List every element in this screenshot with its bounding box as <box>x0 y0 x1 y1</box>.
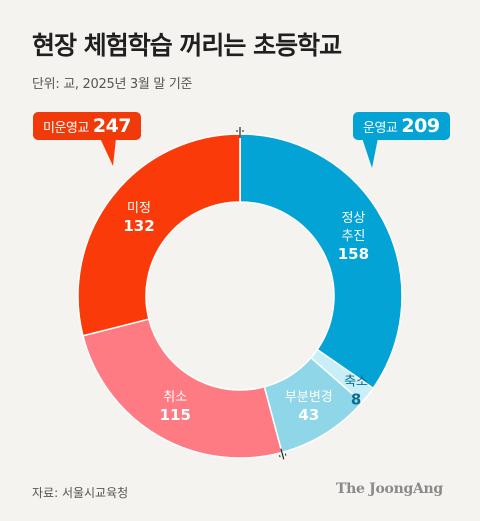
label-취소-value: 115 <box>160 406 191 424</box>
badge-operating-value: 209 <box>401 115 440 137</box>
label-정상-추진-name-0: 정상 <box>341 211 365 226</box>
label-부분변경-name-0: 부분변경 <box>285 390 333 405</box>
label-취소-name-0: 취소 <box>163 390 187 405</box>
label-부분변경-value: 43 <box>298 406 319 424</box>
group-divider-tick-1b <box>279 455 281 458</box>
chart-title: 현장 체험학습 꺼리는 초등학교 <box>32 31 342 60</box>
label-정상-추진-name-1: 추진 <box>341 229 365 244</box>
group-divider-tick-1a <box>284 453 287 456</box>
badge-non-operating: 미운영교 247 <box>33 112 142 140</box>
slice-미정 <box>77 133 241 337</box>
badge-non-operating-pointer <box>100 138 116 166</box>
badge-operating-pointer <box>362 138 378 168</box>
label-정상-추진-value: 158 <box>338 245 369 263</box>
label-축소-value: 8 <box>351 391 361 409</box>
badge-operating: 운영교 209 <box>353 112 450 140</box>
unit-note: 단위: 교, 2025년 3월 말 기준 <box>32 77 193 92</box>
source-note: 자료: 서울시교육청 <box>32 486 129 500</box>
badge-non-operating-value: 247 <box>92 115 132 137</box>
slice-취소 <box>82 318 283 459</box>
label-미정-value: 132 <box>123 217 154 235</box>
label-미정-name-0: 미정 <box>127 201 151 216</box>
badge-operating-label: 운영교 <box>363 121 398 136</box>
publisher-logo: The JoongAng <box>336 481 443 497</box>
label-축소-name-0: 축소 <box>344 375 368 390</box>
slice-정상-추진 <box>239 133 403 390</box>
group-divider-1 <box>280 448 285 460</box>
badge-non-operating-label: 미운영교 <box>43 121 89 136</box>
